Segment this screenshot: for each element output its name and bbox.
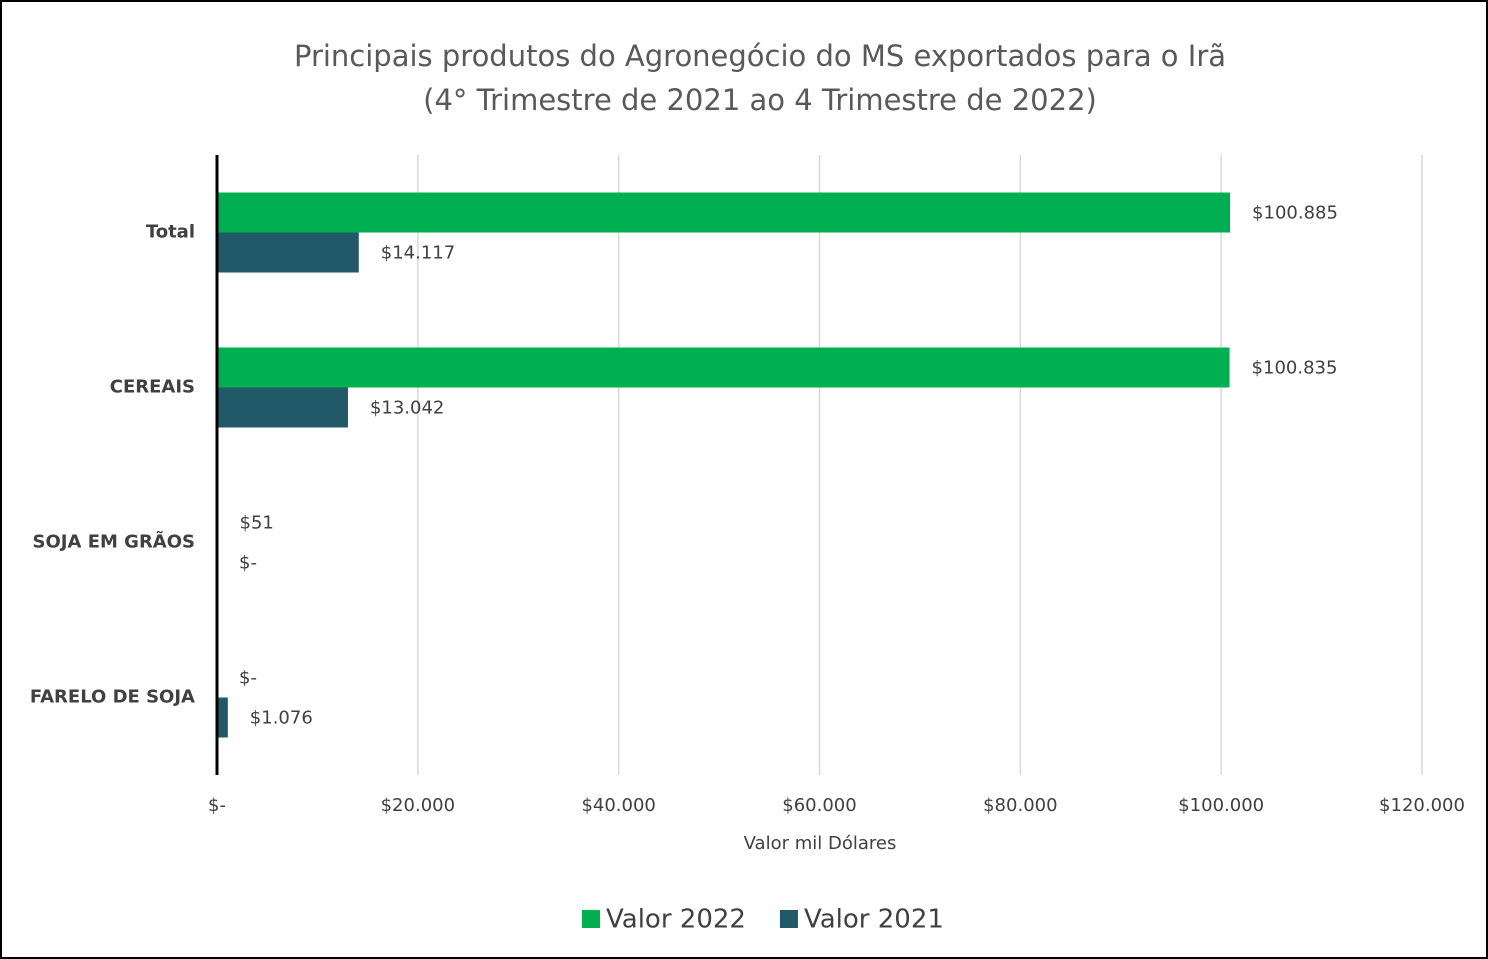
data-label: $100.835 (1252, 358, 1338, 379)
data-label: $14.117 (381, 243, 455, 264)
data-label: $- (239, 553, 257, 574)
legend-swatch (582, 910, 600, 928)
y-tick-label: SOJA EM GRÃOS (33, 530, 195, 553)
x-tick-label: $20.000 (381, 795, 455, 816)
data-label: $100.885 (1252, 203, 1338, 224)
x-tick-label: $- (208, 795, 226, 816)
data-label: $51 (240, 513, 274, 534)
data-label: $1.076 (250, 708, 313, 729)
y-tick-label: Total (146, 222, 195, 243)
bar (217, 192, 1231, 233)
x-axis-label: Valor mil Dólares (744, 833, 897, 854)
legend-label: Valor 2022 (606, 905, 746, 935)
bar (217, 387, 348, 428)
data-label: $- (239, 668, 257, 689)
bar (217, 347, 1230, 388)
chart-title: Principais produtos do Agronegócio do MS… (294, 39, 1226, 73)
chart-subtitle: (4° Trimestre de 2021 ao 4 Trimestre de … (423, 83, 1097, 117)
x-tick-label: $100.000 (1178, 795, 1264, 816)
data-label: $13.042 (370, 398, 444, 419)
y-tick-label: CEREAIS (110, 377, 195, 398)
x-tick-label: $40.000 (581, 795, 655, 816)
y-tick-label: FARELO DE SOJA (30, 687, 195, 708)
x-tick-label: $60.000 (782, 795, 856, 816)
x-tick-label: $120.000 (1379, 795, 1465, 816)
bar (217, 232, 359, 273)
x-tick-label: $80.000 (983, 795, 1057, 816)
legend-swatch (779, 910, 798, 928)
bar (217, 697, 228, 738)
legend-label: Valor 2021 (804, 905, 944, 935)
